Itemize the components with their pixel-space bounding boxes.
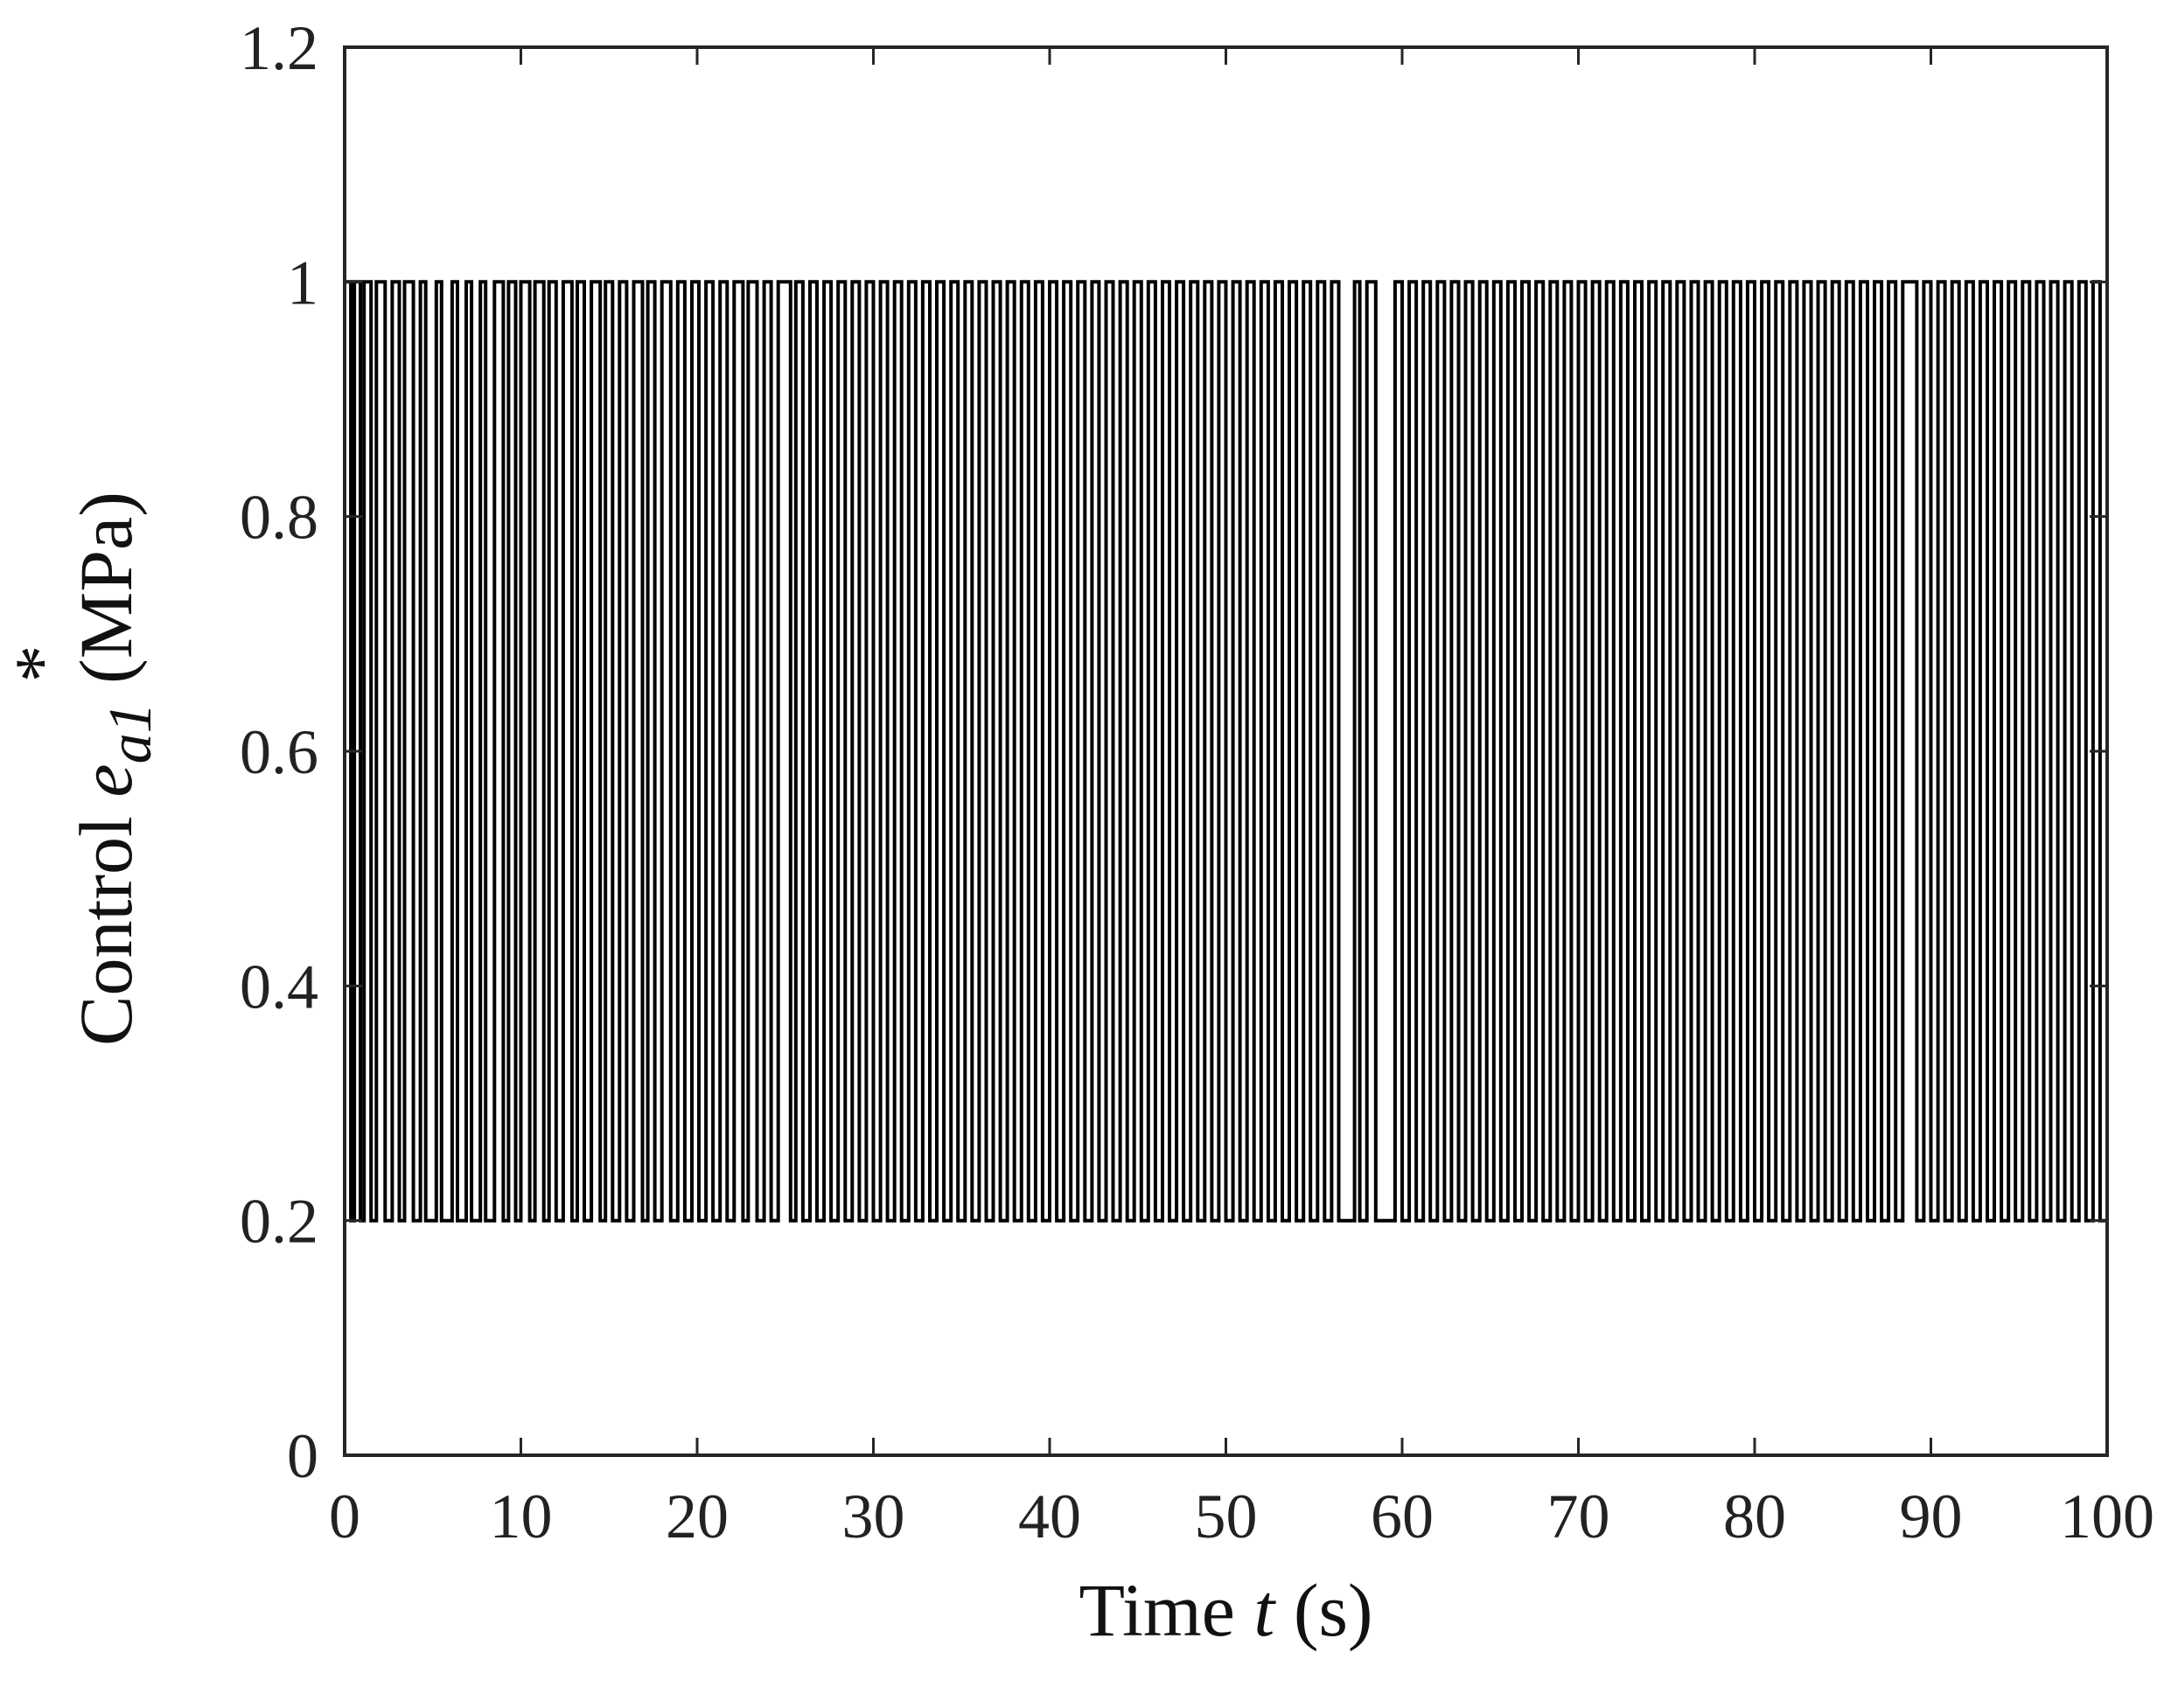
- y-tick-label: 0: [287, 1421, 318, 1491]
- x-tick-label: 40: [1018, 1481, 1081, 1551]
- x-tick-label: 80: [1723, 1481, 1786, 1551]
- y-tick-label: 0.8: [240, 483, 318, 553]
- x-tick-label: 30: [842, 1481, 905, 1551]
- x-tick-label: 60: [1371, 1481, 1434, 1551]
- x-axis-label-unit: (s): [1274, 1568, 1372, 1652]
- y-axis-label-text: Control ea1 (MPa): [64, 491, 164, 1046]
- plot-frame: [343, 45, 2109, 1457]
- series-line: [345, 280, 2109, 1223]
- x-tick-label: 0: [329, 1481, 360, 1551]
- x-tick-label: 10: [490, 1481, 553, 1551]
- x-axis-label: Time t (s): [1079, 1568, 1372, 1652]
- series-layer: [345, 280, 2109, 1223]
- y-tick-label: 1: [287, 247, 318, 317]
- y-axis-label-superscript: *: [0, 645, 83, 683]
- y-axis-label: Control ea1 (MPa) *: [0, 491, 164, 1046]
- y-axis-label-prefix: Control: [64, 798, 148, 1046]
- x-tick-label: 50: [1195, 1481, 1258, 1551]
- y-tick-label: 0.2: [240, 1187, 318, 1257]
- x-axis-label-prefix: Time: [1079, 1568, 1253, 1652]
- y-tick-label: 0.6: [240, 717, 318, 787]
- y-tick-label: 1.2: [240, 13, 318, 83]
- tick-layer: 0 10 20 30 40 50 60 70 80 90 100 0 0.2 0.4 0.6 0.8 1 1.2: [240, 13, 2154, 1551]
- x-tick-label: 20: [666, 1481, 729, 1551]
- y-axis-label-subscript: a1: [97, 702, 164, 763]
- x-tick-label: 90: [1900, 1481, 1963, 1551]
- x-tick-label: 70: [1547, 1481, 1610, 1551]
- y-tick-label: 0.4: [240, 952, 318, 1021]
- x-axis-label-variable: t: [1253, 1568, 1276, 1652]
- y-axis-label-unit: (MPa): [64, 491, 148, 702]
- y-axis-label-variable: e: [64, 763, 148, 797]
- x-tick-label: 100: [2060, 1481, 2154, 1551]
